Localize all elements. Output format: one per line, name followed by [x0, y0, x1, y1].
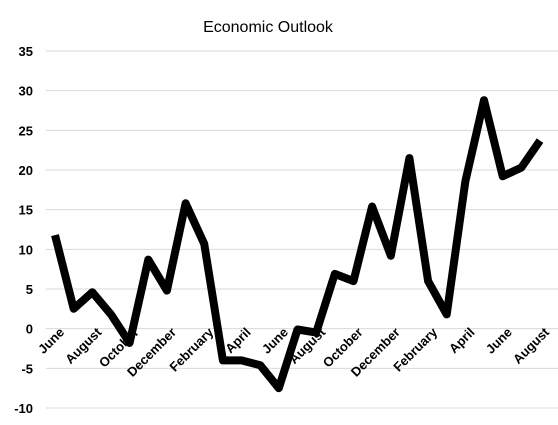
- y-tick-label: 30: [19, 84, 33, 99]
- x-tick-label: June: [259, 325, 291, 357]
- y-tick-label: 35: [19, 44, 33, 59]
- y-axis-tick-labels: -10 -5 0 5 10 15 20 25 30 35: [14, 44, 33, 416]
- y-tick-label: -10: [14, 401, 33, 416]
- y-tick-label: 20: [19, 163, 33, 178]
- x-tick-label: June: [483, 325, 515, 357]
- y-tick-label: 5: [26, 282, 33, 297]
- y-tick-label: 10: [19, 242, 33, 257]
- y-tick-label: 25: [19, 123, 33, 138]
- x-tick-label: April: [222, 325, 254, 357]
- x-tick-label: June: [35, 325, 67, 357]
- series-line-1: [51, 96, 544, 393]
- chart-title: Economic Outlook: [203, 19, 334, 36]
- y-tick-label: 0: [26, 322, 33, 337]
- plot-area: [51, 96, 544, 393]
- x-tick-label: April: [446, 325, 478, 357]
- y-tick-label: 15: [19, 203, 33, 218]
- y-tick-label: -5: [21, 361, 33, 376]
- x-tick-label: August: [510, 324, 553, 367]
